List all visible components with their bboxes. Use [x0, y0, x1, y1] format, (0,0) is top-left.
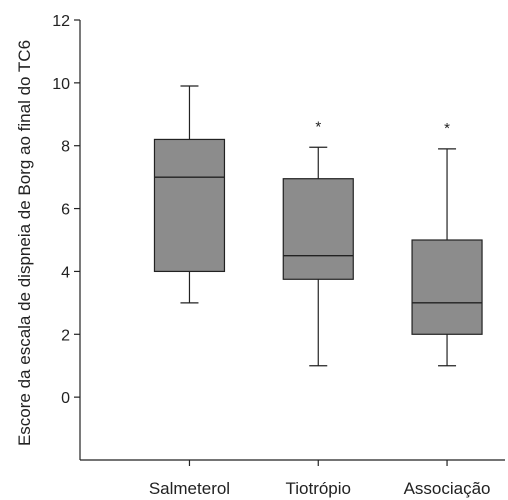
y-tick-label: 10: [52, 76, 70, 93]
y-tick-label: 12: [52, 13, 70, 30]
y-tick-label: 2: [61, 327, 70, 344]
iqr-box: [411, 239, 483, 335]
iqr-box: [282, 178, 354, 280]
y-tick-label: 6: [61, 202, 70, 219]
box-1: [153, 85, 226, 304]
box-2: [282, 146, 354, 367]
x-category-label: Tiotrópio: [285, 479, 351, 498]
y-tick-label: 8: [61, 139, 70, 156]
x-category-label: Associação: [404, 479, 491, 498]
box-3: [411, 148, 483, 367]
axes: [74, 19, 505, 466]
x-category-label: Salmeterol: [149, 479, 230, 498]
y-tick-label: 4: [61, 264, 70, 281]
y-axis-title: Escore da escala de dispneia de Borg ao …: [15, 40, 34, 446]
significance-marker: *: [444, 120, 450, 137]
y-tick-label: 0: [61, 390, 70, 407]
boxes: [153, 85, 483, 367]
iqr-box: [153, 138, 226, 273]
labels: 0 2 4 6 8 10 12 Salmeterol * Tiotrópio * Associação: [52, 13, 490, 498]
significance-marker: *: [315, 118, 321, 135]
